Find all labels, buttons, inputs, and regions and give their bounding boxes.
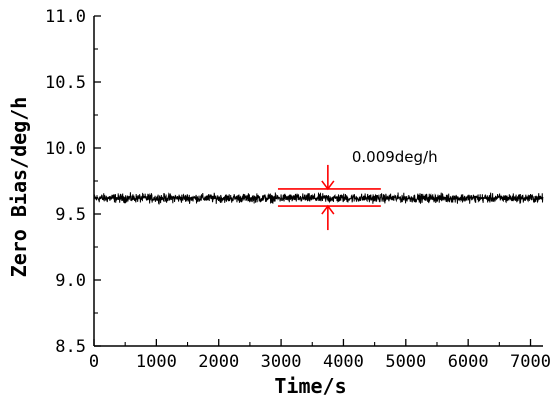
x-tick-label: 2000 <box>198 352 239 372</box>
annotation-arrow-down-head <box>321 180 335 191</box>
y-tick-label: 9.0 <box>55 271 86 291</box>
x-tick-label: 6000 <box>448 352 489 372</box>
x-tick-label: 4000 <box>323 352 364 372</box>
y-tick-label: 9.5 <box>55 205 86 225</box>
series-line <box>93 192 544 205</box>
annotation-arrow-up-head <box>321 204 335 215</box>
x-tick-label: 5000 <box>385 352 426 372</box>
x-tick-label: 1000 <box>136 352 177 372</box>
axes <box>93 15 543 347</box>
y-tick-label: 11.0 <box>45 7 86 27</box>
x-tick-label: 0 <box>89 352 99 372</box>
y-tick-label: 8.5 <box>55 337 86 357</box>
x-tick-label: 7000 <box>510 352 550 372</box>
x-tick-label: 3000 <box>261 352 302 372</box>
x-axis-title: Time/s <box>274 374 346 398</box>
labels-group: 8.5 9.0 9.5 10.0 10.5 11.0 0 1000 2000 3000 4000 50… <box>7 7 550 398</box>
y-axis-title: Zero Bias/deg/h <box>7 97 31 278</box>
series-group <box>93 192 544 205</box>
annotation-label: 0.009deg/h <box>352 148 438 166</box>
y-tick-label: 10.5 <box>45 73 86 93</box>
y-tick-label: 10.0 <box>45 139 86 159</box>
annotation-group: 0.009deg/h <box>277 148 438 231</box>
